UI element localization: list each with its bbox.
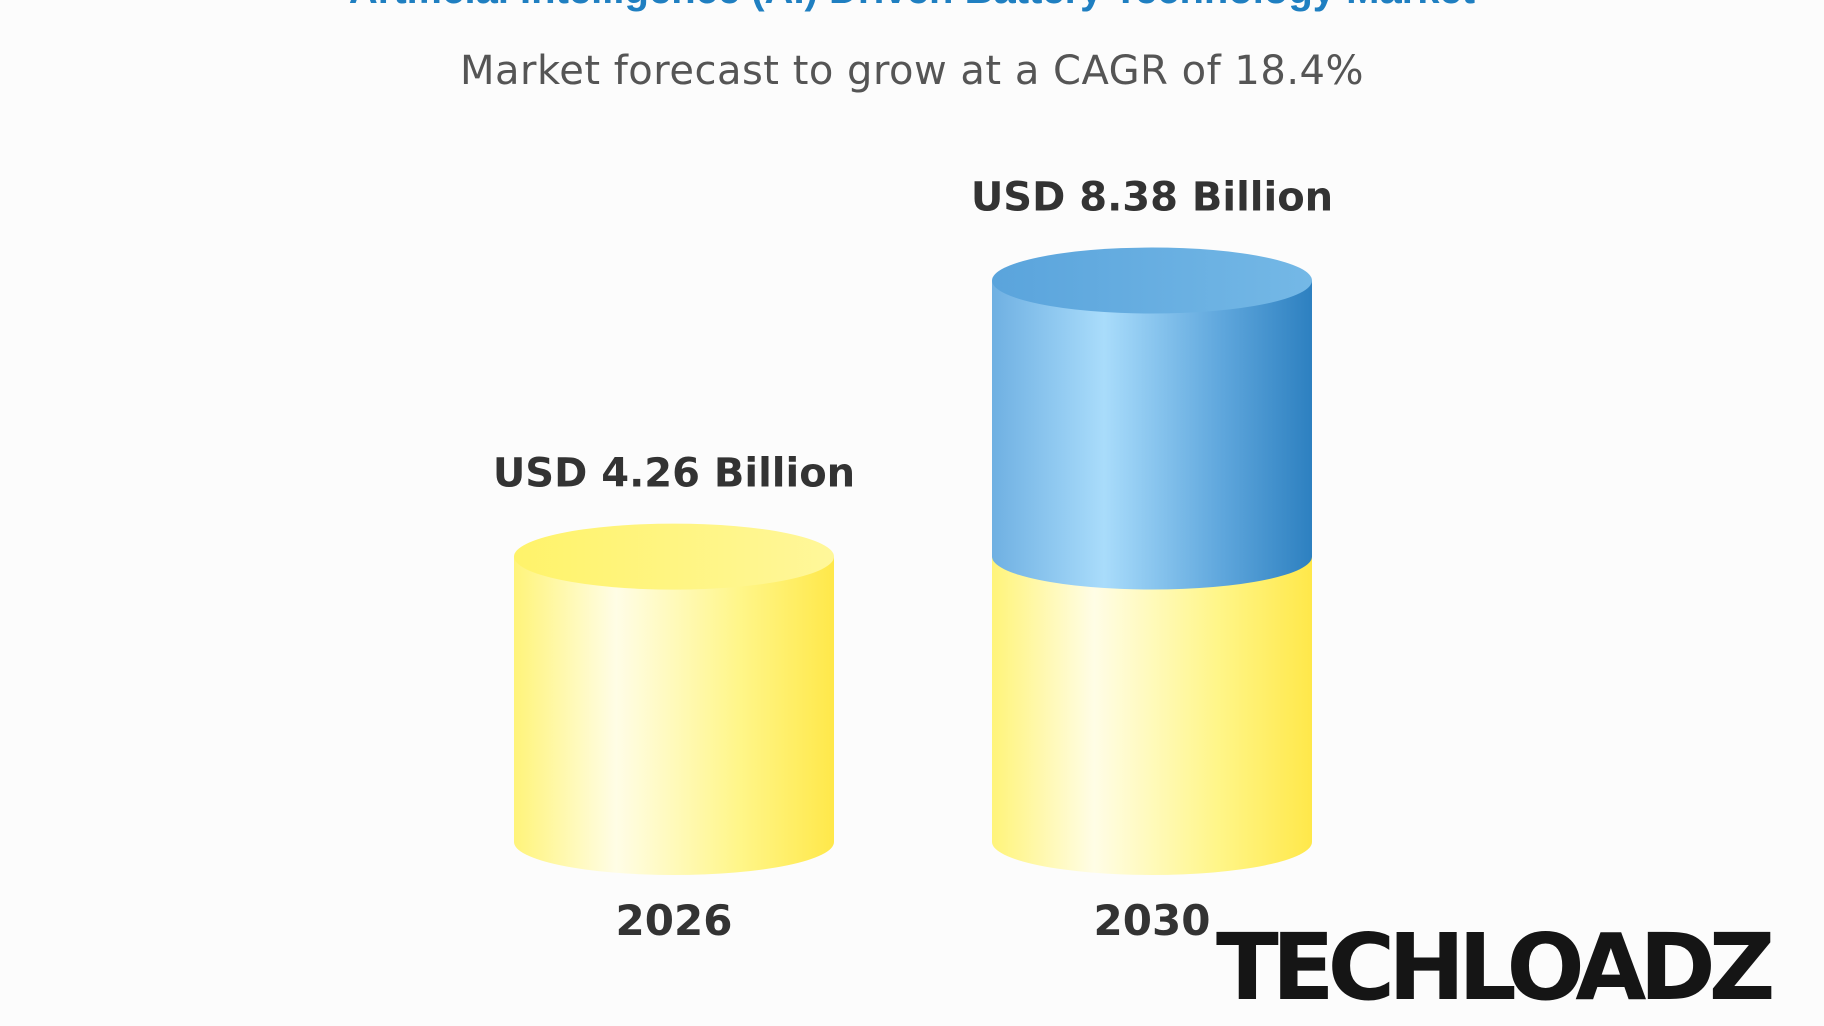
category-label-2030: 2030 (1094, 896, 1211, 945)
bar-2030-base-body (992, 556, 1312, 875)
data-label-2030: USD 8.38 Billion (971, 175, 1333, 221)
bar-2026-base-top (514, 523, 834, 590)
chart-title: Artificial Intelligence (AI) Driven Batt… (0, 0, 1824, 13)
bar-2030-growth-top (992, 247, 1312, 314)
category-label-2026: 2026 (616, 896, 733, 945)
bar-2026-base-body (514, 556, 834, 875)
data-label-2026: USD 4.26 Billion (493, 451, 855, 497)
watermark-logo: TECHLOADZ (1216, 914, 1775, 1021)
chart-subtitle: Market forecast to grow at a CAGR of 18.… (460, 48, 1364, 94)
bar-2030-growth-body (992, 280, 1312, 590)
